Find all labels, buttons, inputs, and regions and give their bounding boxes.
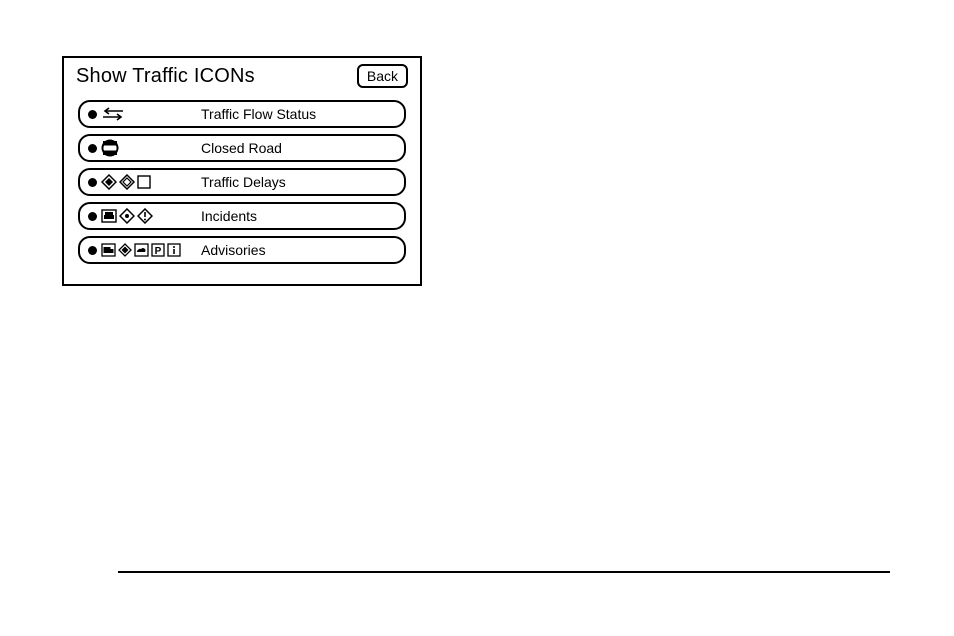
radio-dot-icon: [88, 110, 97, 119]
advisory-parking-icon: P: [151, 243, 165, 257]
panel-header: Show Traffic ICONs Back: [74, 64, 410, 88]
incident-diamond-icon: [119, 208, 135, 224]
panel-title: Show Traffic ICONs: [76, 65, 255, 88]
icon-group-closed-road: [101, 139, 201, 157]
option-label: Closed Road: [201, 140, 282, 156]
option-traffic-delays[interactable]: Traffic Delays: [78, 168, 406, 196]
icon-group-traffic-flow: [101, 107, 201, 121]
option-advisories[interactable]: P Advisories: [78, 236, 406, 264]
option-list: Traffic Flow Status Closed Road: [74, 100, 410, 264]
radio-dot-icon: [88, 212, 97, 221]
icon-group-advisories: P: [101, 243, 201, 257]
option-label: Traffic Flow Status: [201, 106, 316, 122]
advisory-info-icon: [167, 243, 181, 257]
option-label: Incidents: [201, 208, 257, 224]
delay-diamond-outline-icon: [119, 174, 135, 190]
radio-dot-icon: [88, 178, 97, 187]
svg-text:P: P: [155, 246, 162, 257]
back-button[interactable]: Back: [357, 64, 408, 88]
advisory-diamond-icon: [118, 243, 132, 257]
option-traffic-flow-status[interactable]: Traffic Flow Status: [78, 100, 406, 128]
footer-divider: [118, 571, 890, 573]
icon-group-incidents: [101, 208, 201, 224]
advisory-weather-icon: [134, 243, 149, 257]
icon-group-traffic-delays: [101, 174, 201, 190]
radio-dot-icon: [88, 246, 97, 255]
option-label: Advisories: [201, 242, 266, 258]
option-incidents[interactable]: Incidents: [78, 202, 406, 230]
delay-box-icon: [137, 175, 151, 189]
traffic-icons-panel: Show Traffic ICONs Back Traffic Flow Sta…: [62, 56, 422, 286]
incident-car-icon: [101, 209, 117, 223]
traffic-flow-arrows-icon: [101, 107, 125, 121]
closed-road-icon: [101, 139, 119, 157]
option-label: Traffic Delays: [201, 174, 286, 190]
advisory-truck-icon: [101, 243, 116, 257]
incident-warning-icon: [137, 208, 153, 224]
radio-dot-icon: [88, 144, 97, 153]
option-closed-road[interactable]: Closed Road: [78, 134, 406, 162]
delay-diamond-filled-icon: [101, 174, 117, 190]
